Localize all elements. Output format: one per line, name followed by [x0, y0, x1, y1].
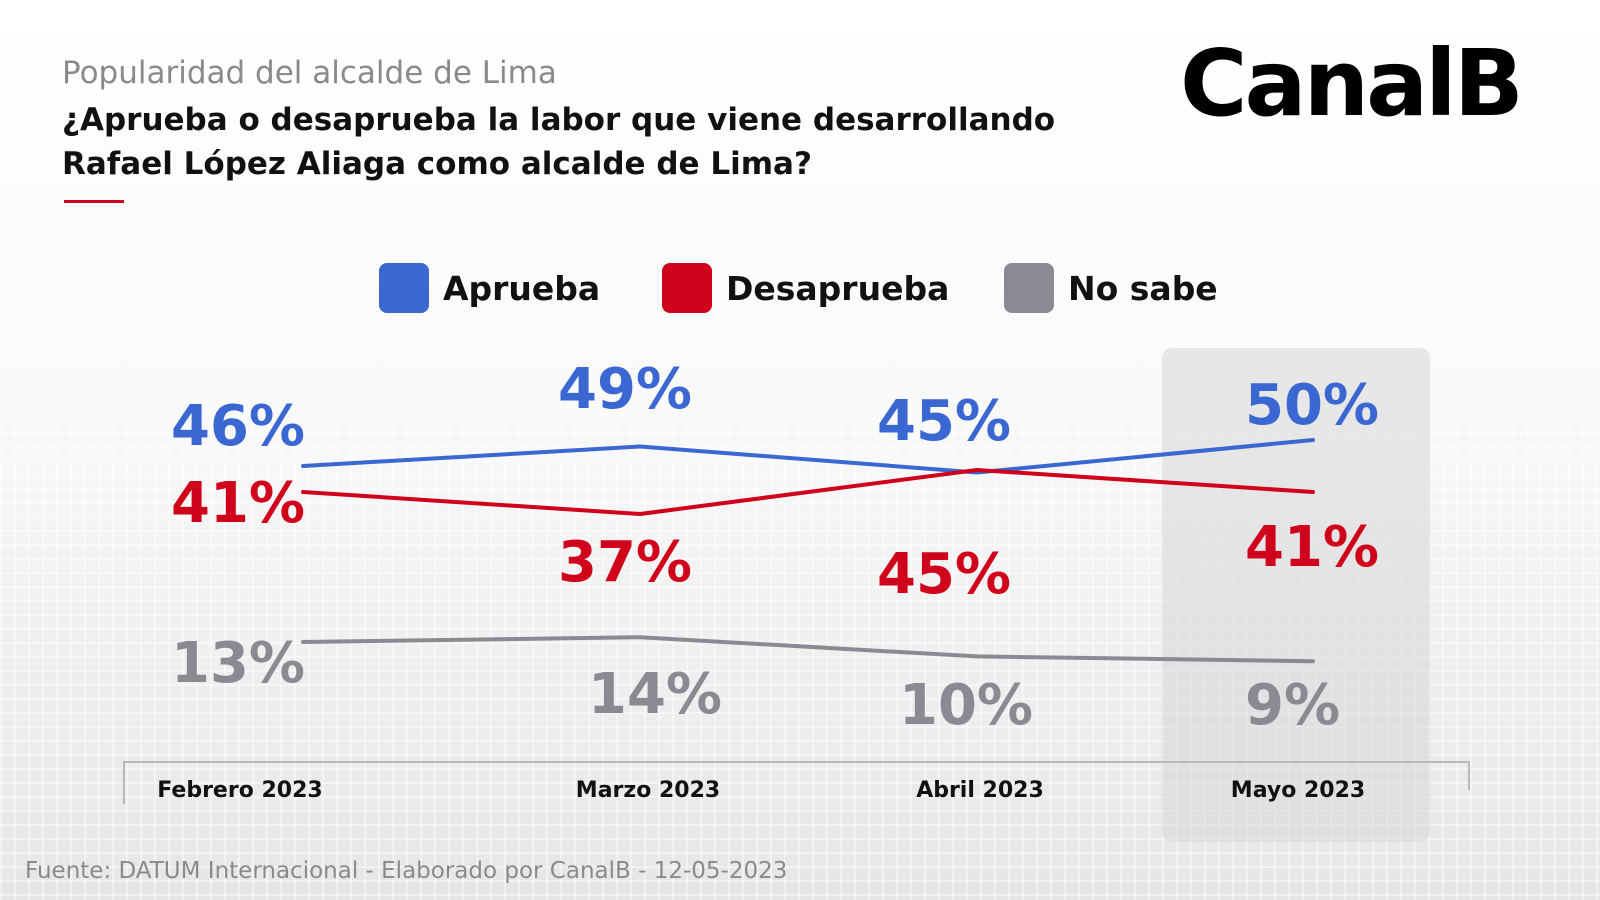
data-label-no-sabe-0: 13%: [171, 631, 305, 696]
data-label-desaprueba-2: 45%: [877, 542, 1011, 607]
highlighted-month-column: [1162, 348, 1430, 842]
x-tick-label-0: Febrero 2023: [157, 778, 322, 803]
chart-subtitle: Popularidad del alcalde de Lima: [62, 55, 557, 91]
legend-label-desaprueba: Desaprueba: [726, 268, 950, 308]
data-label-aprueba-2: 45%: [877, 389, 1011, 454]
data-label-no-sabe-3: 9%: [1245, 673, 1340, 738]
chart-question: ¿Aprueba o desaprueba la labor que viene…: [62, 102, 1056, 182]
title-underline: [64, 200, 124, 203]
legend-item-no-sabe: No sabe: [1004, 262, 1218, 314]
x-tick-label-1: Marzo 2023: [576, 778, 720, 803]
data-label-aprueba-1: 49%: [558, 357, 692, 422]
data-label-desaprueba-0: 41%: [171, 471, 305, 536]
legend-item-aprueba: Aprueba: [379, 262, 600, 314]
legend-label-aprueba: Aprueba: [443, 268, 601, 308]
legend-swatch-aprueba: [379, 263, 429, 313]
source-note: Fuente: DATUM Internacional - Elaborado …: [25, 858, 788, 884]
legend-item-desaprueba: Desaprueba: [662, 262, 949, 314]
data-label-desaprueba-1: 37%: [558, 530, 692, 595]
x-tick-label-2: Abril 2023: [916, 778, 1044, 803]
series-line-aprueba: [301, 438, 1315, 475]
x-tick-label-3: Mayo 2023: [1231, 778, 1365, 803]
data-label-aprueba-3: 50%: [1245, 373, 1379, 438]
data-label-no-sabe-1: 14%: [588, 662, 722, 727]
legend-swatch-desaprueba: [662, 263, 712, 313]
legend-swatch-no-sabe: [1004, 263, 1054, 313]
legend-label-no-sabe: No sabe: [1068, 268, 1218, 308]
data-label-aprueba-0: 46%: [171, 394, 305, 459]
series-line-no-sabe: [301, 635, 1315, 664]
canalb-logo: CanalB: [1180, 30, 1524, 137]
data-label-desaprueba-3: 41%: [1245, 515, 1379, 580]
data-label-no-sabe-2: 10%: [899, 673, 1033, 738]
series-line-desaprueba: [301, 468, 1315, 516]
